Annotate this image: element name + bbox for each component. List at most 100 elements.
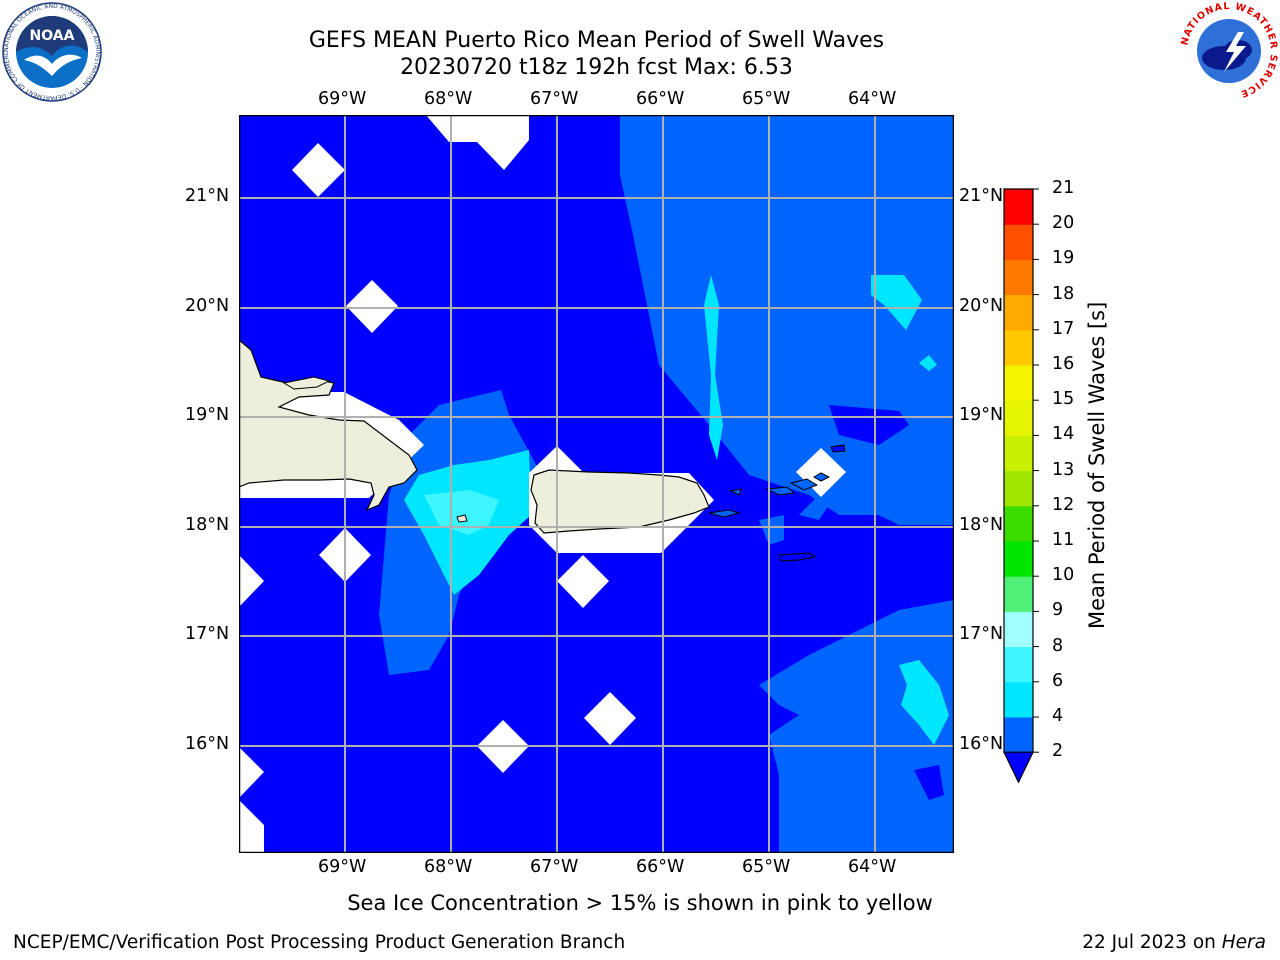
footer-right: 22 Jul 2023 on Hera: [1082, 932, 1266, 953]
nws-logo: NATIONAL WEATHER SERVICE: [1179, 1, 1278, 100]
lon-tick-top: 69°W: [318, 89, 367, 109]
colorbar-title: Mean Period of Swell Waves [s]: [1085, 301, 1109, 629]
missing-data-diamond: [557, 555, 609, 608]
colorbar-labels: 2 4 6 8 9 10 11 12 13 14 15 16 17 18 19 20 21: [1052, 0, 1092, 960]
colorbar-level-label: 16: [1052, 354, 1075, 374]
colorbar-segment: [1004, 400, 1033, 436]
lat-tick-right: 19°N: [959, 405, 1004, 425]
land-st-croix: [778, 552, 817, 562]
missing-data-edge: [239, 555, 264, 607]
colorbar-level-label: 8: [1052, 635, 1064, 656]
lon-tick-bottom: 65°W: [742, 857, 791, 877]
land-puerto-rico: [530, 469, 710, 534]
colorbar-segment: [1004, 576, 1033, 612]
lat-tick-left: 19°N: [185, 405, 230, 425]
sea-ice-note-text: Sea Ice Concentration > 15% is shown in …: [347, 891, 933, 915]
missing-data-diamond: [584, 692, 636, 745]
colorbar-level-label: 11: [1052, 530, 1075, 550]
colorbar-segment: [1004, 505, 1033, 542]
noaa-logo-text: NOAA: [30, 28, 75, 44]
lat-tick-left: 21°N: [185, 186, 230, 206]
colorbar-segment: [1004, 365, 1033, 401]
colorbar-level-label: 18: [1052, 283, 1075, 304]
land-st-john: [789, 478, 819, 491]
lon-tick-bottom: 68°W: [424, 857, 473, 877]
colorbar-segment: [1004, 470, 1033, 507]
colorbar-level-label: 10: [1052, 565, 1075, 586]
lon-tick-top: 67°W: [530, 89, 579, 109]
colorbar-graphic: [1003, 188, 1039, 784]
colorbar-level-label: 15: [1052, 389, 1075, 410]
colorbar-level-label: 20: [1052, 213, 1075, 234]
colorbar-segment: [1004, 189, 1033, 225]
map-frame: [238, 114, 955, 854]
chart-title: GEFS MEAN Puerto Rico Mean Period of Swe…: [308, 28, 885, 53]
lat-tick-left: 16°N: [185, 734, 230, 754]
swell-contour-deep-patch: [829, 405, 909, 445]
swell-contour-cyan-se: [899, 660, 949, 745]
colorbar-segment: [1004, 224, 1033, 260]
colorbar-segment: [1004, 294, 1033, 331]
colorbar-level-label: 21: [1052, 178, 1075, 198]
colorbar-segment: [1004, 717, 1033, 753]
lon-tick-bottom: 67°W: [530, 857, 579, 877]
land-tortuga: [282, 376, 331, 390]
land-mona-island: [456, 514, 468, 523]
colorbar-level-label: 13: [1052, 459, 1075, 480]
land-tortola: [812, 472, 831, 482]
sea-ice-note: Sea Ice Concentration > 15% is shown in …: [0, 891, 1280, 915]
swell-contour-mid-small: [759, 515, 784, 545]
colorbar-level-label: 17: [1052, 318, 1075, 339]
lat-tick-left: 20°N: [185, 296, 230, 316]
lat-tick-right: 18°N: [959, 515, 1004, 535]
lat-tick-left: 17°N: [185, 624, 230, 644]
lon-tick-bottom: 66°W: [636, 857, 685, 877]
lat-tick-left: 18°N: [185, 515, 230, 535]
missing-data-edge: [239, 800, 264, 853]
chart-subtitle: 20230720 t18z 192h fcst Max: 6.53: [400, 55, 793, 80]
missing-data-edge: [239, 747, 264, 798]
colorbar-segment: [1004, 611, 1033, 648]
colorbar-level-label: 9: [1052, 600, 1064, 621]
colorbar-level-label: 6: [1052, 670, 1064, 691]
map-plot: [238, 114, 955, 854]
swell-contour-mid-northeast-b: [739, 115, 954, 411]
colorbar-segment: [1004, 681, 1033, 718]
land-culebra: [708, 509, 741, 518]
colorbar-segment: [1004, 259, 1033, 296]
lon-tick-top: 66°W: [636, 89, 685, 109]
land-anegada: [830, 444, 846, 453]
swell-contour-mid-southeast: [759, 600, 954, 853]
footer-left: NCEP/EMC/Verification Post Processing Pr…: [13, 932, 626, 953]
colorbar-level-label: 2: [1052, 741, 1064, 762]
colorbar-segment: [1004, 541, 1033, 577]
colorbar-level-label: 19: [1052, 248, 1075, 269]
lat-tick-right: 17°N: [959, 624, 1004, 644]
colorbar-extend-arrow: [1003, 751, 1034, 784]
missing-data-diamond: [346, 280, 398, 333]
colorbar: [1000, 185, 1040, 785]
colorbar-segment: [1004, 329, 1033, 366]
land-st-thomas: [765, 486, 796, 496]
lon-tick-bottom: 69°W: [318, 857, 367, 877]
swell-contour-cyan-north: [704, 275, 723, 460]
colorbar-segment: [1004, 435, 1033, 472]
footer-host: Hera: [1221, 932, 1266, 953]
land-islet: [729, 488, 742, 496]
missing-data-diamond: [292, 143, 345, 197]
lon-tick-top: 68°W: [424, 89, 473, 109]
colorbar-level-label: 12: [1052, 494, 1075, 515]
lat-tick-right: 20°N: [959, 296, 1004, 316]
map-panel: [238, 114, 955, 854]
lon-tick-bottom: 64°W: [848, 857, 897, 877]
lon-tick-top: 65°W: [742, 89, 791, 109]
swell-contour-cyan-ne: [871, 275, 922, 330]
lat-tick-right: 16°N: [959, 734, 1004, 754]
swell-contour-mid-small-b: [799, 495, 829, 520]
nws-logo-graphic: NATIONAL WEATHER SERVICE: [1179, 1, 1278, 99]
noaa-logo: NATIONAL OCEANIC AND ATMOSPHERIC ADMINIS…: [0, 0, 102, 102]
colorbar-segment: [1004, 646, 1033, 683]
swell-contour-deep-se-small: [914, 765, 944, 800]
colorbar-level-label: 14: [1052, 424, 1075, 445]
gridlines: [239, 115, 954, 853]
